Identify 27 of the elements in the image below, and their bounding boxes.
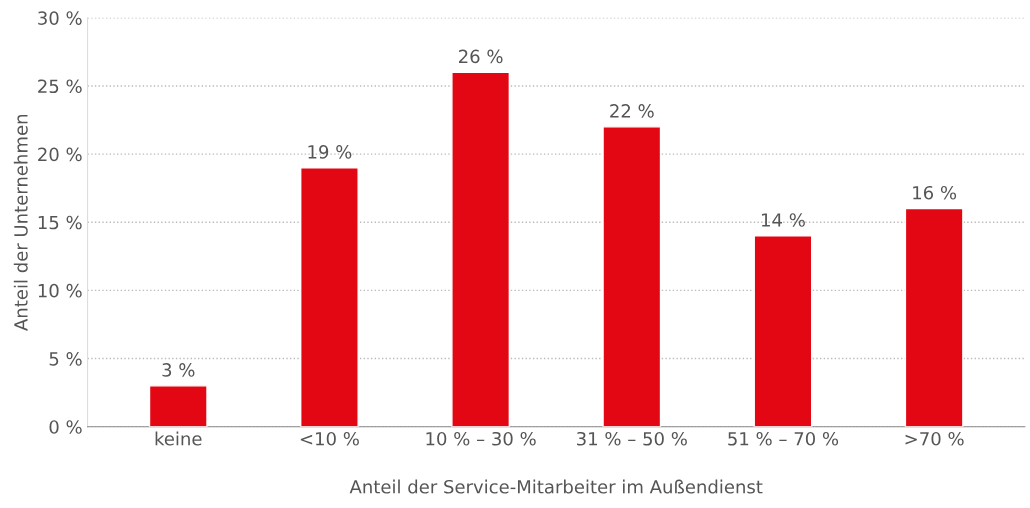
- data-label: 22 %: [610, 104, 654, 118]
- y-tick-label: 0 %: [49, 420, 82, 434]
- data-label: 3 %: [162, 363, 195, 377]
- y-tick-label: 15 %: [38, 215, 82, 230]
- x-tick-label: >70 %: [905, 431, 964, 446]
- bar: [904, 207, 964, 427]
- x-tick-label: 31 % – 50 %: [577, 431, 687, 446]
- y-tick-label: 5 %: [49, 352, 82, 366]
- x-axis-title: Anteil der Service-Mitarbeiter im Außendienst: [349, 479, 763, 494]
- y-axis-title: Anteil der Unternehmen: [13, 114, 28, 331]
- bar: [300, 167, 359, 427]
- y-tick-label: 25 %: [38, 79, 82, 94]
- x-tick-label: 51 % – 70 %: [728, 431, 839, 446]
- data-label: 14 %: [762, 213, 805, 227]
- x-tick-label: 10 % – 30 %: [426, 431, 536, 446]
- y-tick-label: 10 %: [38, 283, 82, 298]
- bar: [602, 126, 662, 427]
- data-label: 26 %: [459, 49, 503, 64]
- bar: [753, 235, 813, 427]
- bar: [148, 385, 208, 427]
- data-label: 16 %: [913, 185, 957, 200]
- x-tick-label: <10 %: [300, 431, 359, 446]
- bar: [451, 71, 511, 427]
- data-label: 19 %: [308, 145, 352, 159]
- y-tick-label: 30 %: [38, 11, 82, 25]
- y-tick-label: 20 %: [38, 147, 82, 162]
- x-tick-label: keine: [155, 431, 202, 446]
